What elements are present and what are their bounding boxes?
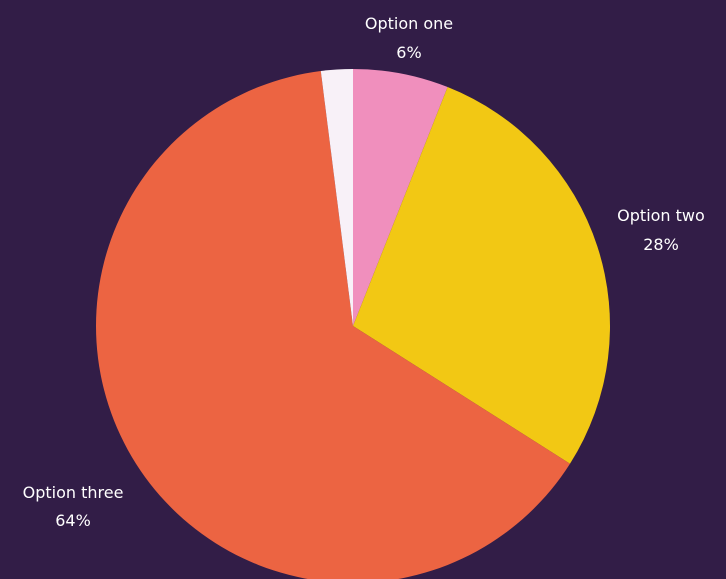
value-option-one: 6% [396, 43, 421, 62]
pie-slices [95, 69, 610, 579]
label-option-two: Option two [617, 206, 705, 225]
pie-slice-unlabeled [320, 69, 353, 326]
value-option-three: 64% [55, 511, 91, 530]
value-option-two: 28% [643, 235, 679, 254]
pie-slice-option-two [353, 87, 610, 464]
pie-slice-option-one [353, 69, 448, 326]
label-option-one: Option one [365, 14, 453, 33]
pie-slice-option-three [95, 71, 570, 579]
label-option-three: Option three [23, 483, 124, 502]
